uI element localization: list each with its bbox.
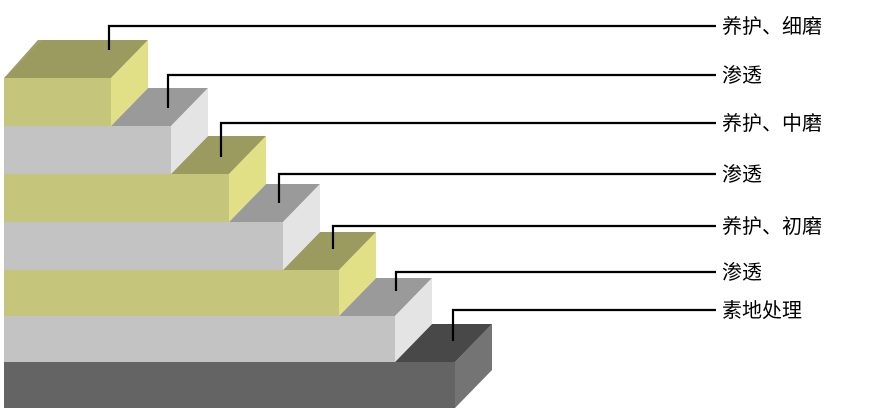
leader-line [277, 172, 716, 203]
step-top-face [229, 184, 320, 222]
leader-line [451, 308, 716, 341]
step-label: 渗透 [722, 63, 762, 87]
step-front-face [4, 270, 339, 316]
step-top-face [339, 278, 432, 316]
leader-line [107, 24, 716, 50]
leader-line [394, 270, 716, 291]
leader-line [219, 121, 716, 157]
step-front-face [4, 362, 455, 408]
step-top-face [171, 136, 266, 174]
step-side-face [283, 184, 320, 270]
step-top-face [283, 232, 376, 270]
step-top-face [395, 324, 492, 362]
step-label: 素地处理 [722, 298, 802, 322]
step-side-face [171, 88, 208, 174]
step-top-face [4, 40, 148, 78]
step-front-face [4, 174, 229, 222]
leader-line [166, 73, 716, 108]
step-front-face [4, 78, 111, 126]
leader-line [331, 224, 716, 249]
step-top-face [111, 88, 208, 126]
step-label: 养护、中磨 [722, 111, 822, 135]
step-label: 养护、细磨 [722, 14, 822, 38]
step-side-face [455, 324, 492, 408]
step-side-face [111, 40, 148, 126]
step-side-face [395, 278, 432, 362]
step-front-face [4, 316, 395, 362]
step-label: 渗透 [722, 162, 762, 186]
step-side-face [229, 136, 266, 222]
step-front-face [4, 126, 171, 174]
step-side-face [339, 232, 376, 316]
step-label: 渗透 [722, 260, 762, 284]
step-top-face [4, 40, 41, 78]
step-label: 养护、初磨 [722, 214, 822, 238]
step-front-face [4, 222, 283, 270]
